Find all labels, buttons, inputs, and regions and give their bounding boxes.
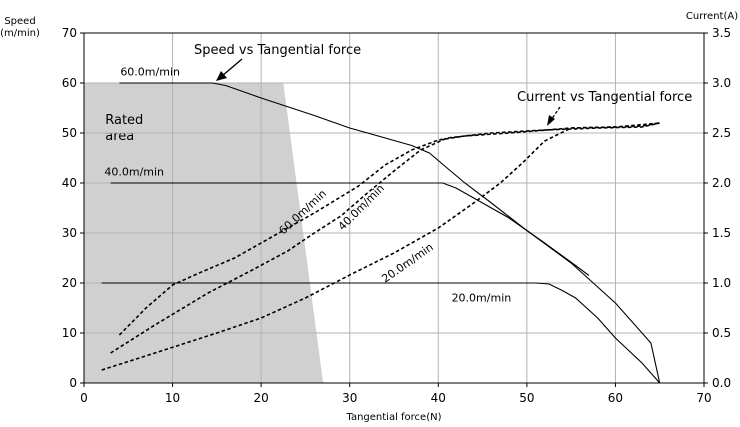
y-right-tick-label: 0.0 (712, 376, 731, 390)
x-axis-label: Tangential force(N) (345, 412, 441, 423)
y-right-tick-label: 2.5 (712, 126, 731, 140)
x-tick-label: 40 (431, 391, 446, 405)
y-left-tick-label: 40 (62, 176, 77, 190)
y-right-tick-label: 2.0 (712, 176, 731, 190)
current-line-20.0mpm (101, 122, 660, 371)
y-left-tick-label: 50 (62, 126, 77, 140)
y-right-tick-label: 3.5 (712, 26, 731, 40)
annotation-speed-arrow (221, 58, 243, 77)
x-tick-label: 20 (254, 391, 269, 405)
y-axis-left-label: Speed (m/min) (0, 16, 40, 39)
x-tick-label: 60 (608, 391, 623, 405)
speed-series-label: 20.0m/min (452, 292, 512, 305)
annotation-speed-arrowhead (216, 71, 227, 81)
y-right-tick-label: 1.5 (712, 226, 731, 240)
annotation-current-vs-force: Current vs Tangential force (517, 90, 692, 105)
y-right-tick-label: 1.0 (712, 276, 731, 290)
y-left-tick-label: 0 (69, 376, 77, 390)
y-left-tick-label: 20 (62, 276, 77, 290)
y-left-tick-label: 70 (62, 26, 77, 40)
y-axis-right-label: Current(A) (686, 11, 738, 22)
speed-series-label: 40.0m/min (104, 166, 164, 179)
speed-line-60.0mpm (119, 82, 661, 384)
y-right-tick-label: 0.5 (712, 326, 731, 340)
annotation-current-arrowhead (547, 115, 555, 126)
current-series-label: 20.0m/min (379, 241, 435, 286)
speed-series-label: 60.0m/min (120, 66, 180, 79)
x-tick-label: 50 (519, 391, 534, 405)
speed-line-20.0mpm (101, 282, 661, 384)
x-tick-label: 30 (342, 391, 357, 405)
y-left-tick-label: 10 (62, 326, 77, 340)
current-line-40.0mpm (110, 122, 660, 354)
speed-line-40.0mpm (110, 182, 590, 276)
current-series-label: 40.0m/min (336, 182, 387, 233)
plot-frame (83, 32, 705, 384)
y-left-tick-label: 60 (62, 76, 77, 90)
x-tick-label: 70 (696, 391, 711, 405)
annotation-speed-vs-force: Speed vs Tangential force (194, 43, 361, 58)
x-tick-label: 10 (165, 391, 180, 405)
y-left-tick-label: 30 (62, 226, 77, 240)
y-right-tick-label: 3.0 (712, 76, 731, 90)
x-tick-label: 0 (80, 391, 88, 405)
annotation-current-arrow (550, 106, 561, 121)
